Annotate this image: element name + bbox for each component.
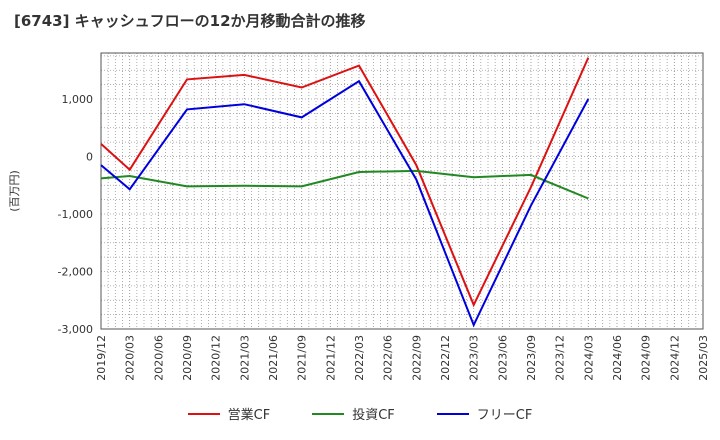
legend-label: 投資CF — [352, 408, 395, 423]
x-tick-label: 2021/12 — [324, 335, 337, 381]
y-tick-label: 1,000 — [62, 93, 94, 106]
x-tick-label: 2024/12 — [668, 335, 681, 381]
legend-swatch — [312, 412, 345, 415]
x-tick-label: 2020/06 — [152, 335, 165, 381]
legend-item: フリーCF — [436, 404, 533, 423]
series-line-投資CF — [100, 169, 589, 200]
x-tick-label: 2023/06 — [496, 335, 509, 381]
legend-item: 営業CF — [187, 404, 271, 423]
y-tick-label: -3,000 — [58, 323, 93, 336]
x-tick-label: 2019/12 — [95, 335, 108, 381]
x-tick-label: 2023/03 — [468, 335, 481, 381]
legend: 営業CF 投資CF フリーCF — [0, 404, 720, 423]
chart-title: [6743] キャッシュフローの12か月移動合計の推移 — [14, 12, 366, 30]
x-tick-label: 2022/12 — [439, 335, 452, 381]
y-tick-label: 0 — [86, 151, 93, 164]
x-tick-label: 2020/09 — [181, 335, 194, 381]
y-tick-label: -1,000 — [58, 208, 93, 221]
x-tick-label: 2020/12 — [210, 335, 223, 381]
x-tick-label: 2021/06 — [267, 335, 280, 381]
plot-area — [100, 52, 704, 330]
series-line-フリーCF — [100, 79, 590, 328]
legend-swatch — [436, 412, 469, 415]
chart-canvas: -3,000 -2,000 -1,000 0 1,000 2019/12 2020/03 2… — [8, 52, 710, 381]
x-tick-label: 2022/06 — [382, 335, 395, 381]
x-tick-label: 2025/03 — [697, 335, 710, 381]
legend-label: 営業CF — [227, 408, 271, 423]
x-tick-label: 2022/03 — [353, 335, 366, 381]
x-tick-label: 2022/09 — [410, 335, 423, 381]
x-tick-label: 2021/03 — [238, 335, 251, 381]
x-tick-label: 2020/03 — [124, 335, 137, 381]
series-line-営業CF — [100, 57, 590, 308]
x-tick-label: 2023/12 — [554, 335, 567, 381]
y-tick-label: -2,000 — [58, 266, 93, 279]
y-axis-label: (百万円) — [8, 170, 21, 212]
legend-label: フリーCF — [476, 408, 533, 423]
x-tick-label: 2021/09 — [296, 335, 309, 381]
legend-swatch — [187, 412, 220, 415]
x-tick-label: 2024/06 — [611, 335, 624, 381]
legend-item: 投資CF — [312, 404, 395, 423]
x-tick-label: 2024/09 — [640, 335, 653, 381]
x-tick-label: 2023/09 — [525, 335, 538, 381]
x-tick-label: 2024/03 — [582, 335, 595, 381]
